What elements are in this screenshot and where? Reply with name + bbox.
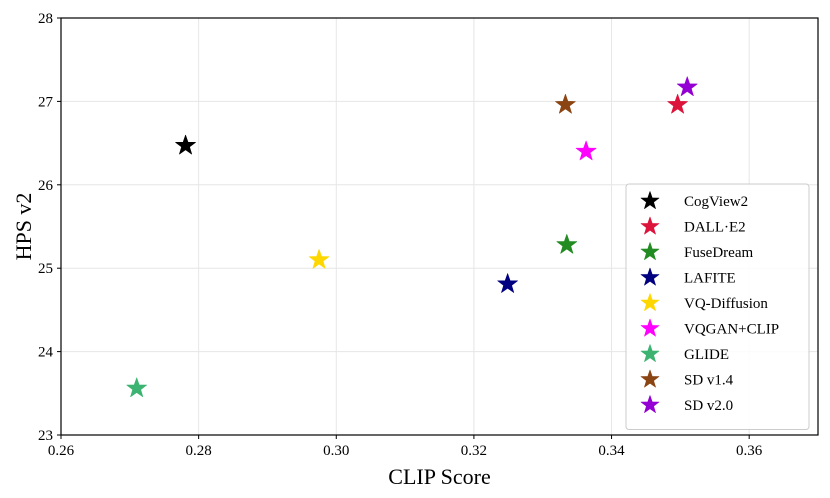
legend-label: LAFITE [684,271,736,287]
x-axis-title: CLIP Score [388,464,490,489]
legend-marker [640,318,660,337]
axis-ticks: 0.26 0.28 0.30 0.32 0.34 0.36 23 24 25 26 27 28 [38,11,763,459]
data-point-star [308,249,330,269]
x-tick-label: 0.28 [186,443,212,459]
data-point-star [676,76,698,97]
data-point-star [575,140,597,161]
y-tick-label: 27 [38,94,54,110]
legend-label: GLIDE [684,347,729,363]
legend-label: VQGAN+CLIP [684,322,779,338]
legend-marker [640,293,660,311]
y-tick-label: 26 [38,178,54,194]
y-tick-label: 23 [38,428,53,444]
legend-marker [640,369,660,388]
data-point-star [497,273,518,293]
legend-label: FuseDream [684,245,753,261]
legend-label: VQ-Diffusion [684,296,768,312]
legend-label: SD v1.4 [684,373,734,389]
y-axis-title: HPS v2 [11,193,36,261]
x-tick-label: 0.34 [598,443,625,459]
data-point-star [556,234,578,254]
legend: CogView2 DALL·E2 FuseDream LAFITE VQ-Diffusi… [625,183,810,430]
x-tick-label: 0.30 [323,443,349,459]
y-tick-label: 25 [38,261,53,277]
y-tick-label: 24 [38,345,54,361]
legend-marker [640,267,660,286]
data-point-star [667,93,688,114]
legend-marker [640,242,660,260]
x-tick-label: 0.32 [461,443,487,459]
plot-frame [60,17,819,436]
data-point-star [126,377,147,398]
legend-marker [640,344,660,362]
legend-marker [640,216,660,235]
legend-label: DALL·E2 [684,220,746,236]
legend-marker [640,191,660,209]
legend-marker [640,395,660,413]
x-tick-label: 0.26 [48,443,75,459]
legend-label: SD v2.0 [684,398,733,414]
legend-label: CogView2 [684,194,748,210]
legend-box [625,183,810,430]
data-point-star [555,93,576,114]
data-point-star [175,134,196,155]
y-tick-label: 28 [38,11,53,27]
x-tick-label: 0.36 [736,443,763,459]
data-points [126,76,698,398]
